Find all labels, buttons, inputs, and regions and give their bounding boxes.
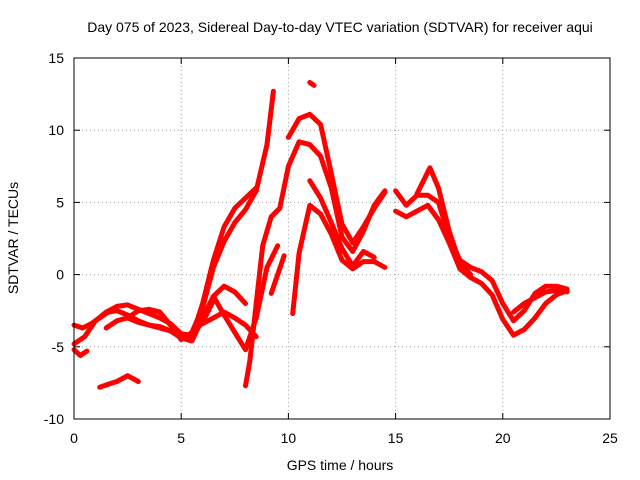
series-track-9 bbox=[243, 139, 388, 389]
x-axis-label: GPS time / hours bbox=[287, 457, 394, 473]
series-track-4 bbox=[97, 373, 141, 390]
y-tick-label: -5 bbox=[52, 339, 65, 355]
y-axis-label: SDTVAR / TECUs bbox=[5, 182, 21, 294]
x-tick-label: 20 bbox=[495, 430, 511, 446]
y-tick-label: -10 bbox=[44, 411, 64, 427]
x-tick-label: 10 bbox=[281, 430, 297, 446]
y-tick-label: 15 bbox=[48, 50, 64, 66]
series-track-11 bbox=[268, 253, 287, 296]
series-track-18 bbox=[511, 288, 570, 315]
series-track-15 bbox=[393, 188, 570, 324]
y-tick-label: 10 bbox=[48, 122, 64, 138]
series-track-10 bbox=[285, 111, 388, 246]
series-track-17 bbox=[414, 165, 474, 278]
chart-title: Day 075 of 2023, Sidereal Day-to-day VTE… bbox=[87, 19, 593, 35]
y-tick-label: 0 bbox=[56, 267, 64, 283]
series-track-7 bbox=[200, 309, 259, 340]
series-track-3 bbox=[71, 347, 90, 358]
x-tick-label: 15 bbox=[388, 430, 404, 446]
series-track-14 bbox=[307, 80, 317, 88]
x-tick-label: 25 bbox=[602, 430, 618, 446]
plot-frame bbox=[73, 57, 611, 420]
series-track-16 bbox=[393, 202, 570, 338]
x-tick-label: 0 bbox=[70, 430, 78, 446]
series-track-8 bbox=[210, 243, 281, 353]
y-tick-label: 5 bbox=[56, 194, 64, 210]
x-tick-label: 5 bbox=[177, 430, 185, 446]
series-track-12 bbox=[290, 202, 388, 317]
series-track-6 bbox=[125, 88, 276, 343]
series-track-13 bbox=[307, 178, 377, 269]
